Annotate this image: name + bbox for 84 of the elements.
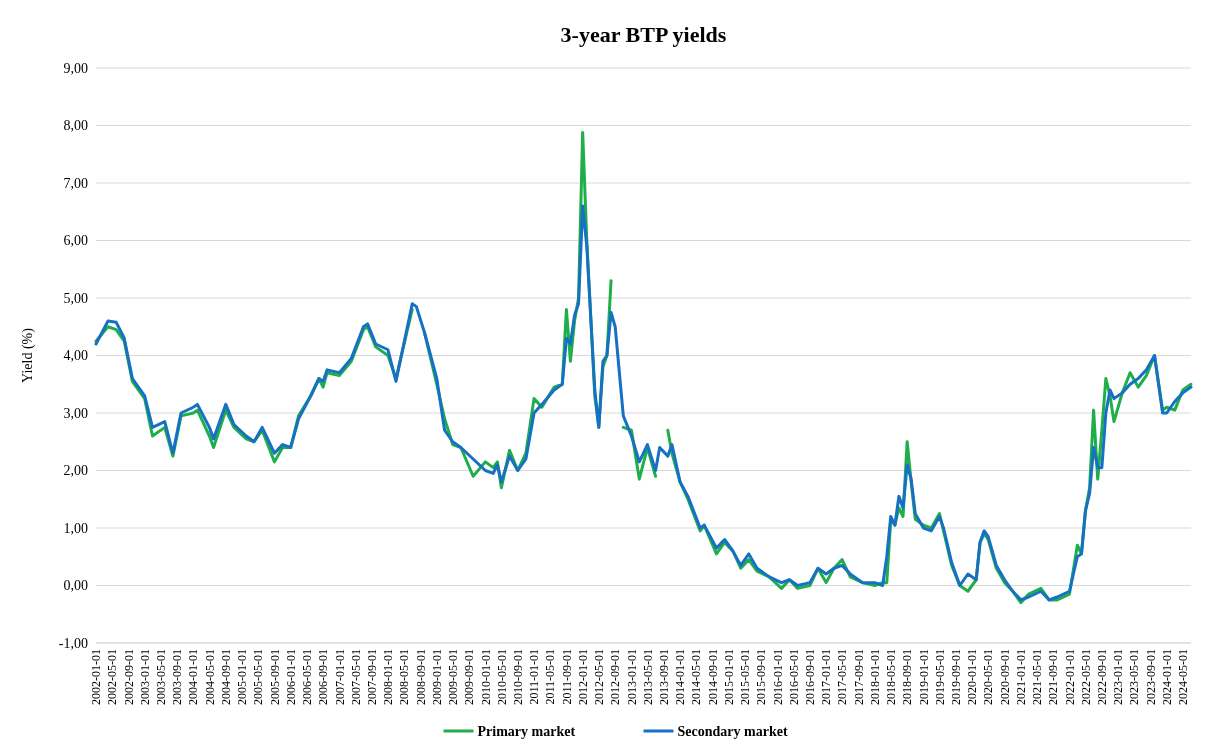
x-tick-label: 2009-09-01 bbox=[462, 649, 477, 705]
x-tick-label: 2017-05-01 bbox=[835, 649, 850, 705]
legend-label: Secondary market bbox=[677, 723, 788, 739]
y-tick-label: 7,00 bbox=[63, 175, 88, 191]
x-tick-label: 2013-01-01 bbox=[624, 649, 639, 705]
x-tick-label: 2002-09-01 bbox=[121, 649, 136, 705]
x-tick-label: 2021-09-01 bbox=[1046, 649, 1061, 705]
y-tick-label: 8,00 bbox=[63, 118, 88, 134]
x-tick-label: 2012-01-01 bbox=[575, 649, 590, 705]
chart-title: 3-year BTP yields bbox=[560, 22, 727, 47]
x-tick-label: 2011-09-01 bbox=[559, 649, 574, 705]
x-tick-label: 2024-05-01 bbox=[1176, 649, 1191, 705]
x-tick-label: 2014-01-01 bbox=[673, 649, 688, 705]
x-tick-label: 2016-01-01 bbox=[770, 649, 785, 705]
x-tick-label: 2021-05-01 bbox=[1030, 649, 1045, 705]
x-tick-label: 2008-05-01 bbox=[397, 649, 412, 705]
x-tick-label: 2018-01-01 bbox=[867, 649, 882, 705]
x-tick-label: 2024-01-01 bbox=[1159, 649, 1174, 705]
x-tick-label: 2004-01-01 bbox=[186, 649, 201, 705]
x-tick-label: 2007-01-01 bbox=[332, 649, 347, 705]
x-tick-label: 2013-05-01 bbox=[640, 649, 655, 705]
x-tick-label: 2021-01-01 bbox=[1014, 649, 1029, 705]
x-tick-label: 2018-05-01 bbox=[883, 649, 898, 705]
x-tick-label: 2023-09-01 bbox=[1143, 649, 1158, 705]
x-tick-label: 2009-01-01 bbox=[429, 649, 444, 705]
x-tick-label: 2007-09-01 bbox=[364, 649, 379, 705]
x-tick-label: 2019-01-01 bbox=[916, 649, 931, 705]
x-tick-label: 2010-09-01 bbox=[510, 649, 525, 705]
x-tick-label: 2019-05-01 bbox=[932, 649, 947, 705]
x-tick-label: 2005-09-01 bbox=[267, 649, 282, 705]
x-tick-label: 2015-05-01 bbox=[737, 649, 752, 705]
x-tick-label: 2017-09-01 bbox=[851, 649, 866, 705]
y-tick-label: 1,00 bbox=[63, 520, 88, 536]
y-tick-label: 5,00 bbox=[63, 290, 88, 306]
x-tick-label: 2022-01-01 bbox=[1062, 649, 1077, 705]
y-tick-label: 2,00 bbox=[63, 463, 88, 479]
x-tick-label: 2007-05-01 bbox=[348, 649, 363, 705]
y-axis-title: Yield (%) bbox=[20, 327, 36, 383]
x-tick-label: 2010-01-01 bbox=[478, 649, 493, 705]
x-tick-label: 2002-01-01 bbox=[89, 649, 104, 705]
y-tick-label: 4,00 bbox=[63, 348, 88, 364]
y-tick-label: 0,00 bbox=[63, 578, 88, 594]
x-tick-label: 2012-09-01 bbox=[608, 649, 623, 705]
x-tick-label: 2022-05-01 bbox=[1078, 649, 1093, 705]
x-tick-label: 2011-05-01 bbox=[543, 649, 558, 705]
x-tick-label: 2005-01-01 bbox=[235, 649, 250, 705]
x-tick-label: 2013-09-01 bbox=[657, 649, 672, 705]
x-tick-label: 2011-01-01 bbox=[527, 649, 542, 705]
x-tick-label: 2010-05-01 bbox=[494, 649, 509, 705]
y-tick-label: 9,00 bbox=[63, 60, 88, 76]
x-tick-label: 2008-01-01 bbox=[381, 649, 396, 705]
x-tick-label: 2022-09-01 bbox=[1095, 649, 1110, 705]
x-tick-label: 2020-09-01 bbox=[997, 649, 1012, 705]
x-tick-label: 2016-09-01 bbox=[803, 649, 818, 705]
x-tick-label: 2020-01-01 bbox=[965, 649, 980, 705]
x-tick-label: 2012-05-01 bbox=[591, 649, 606, 705]
x-tick-label: 2015-01-01 bbox=[721, 649, 736, 705]
x-tick-label: 2002-05-01 bbox=[105, 649, 120, 705]
legend-label: Primary market bbox=[477, 723, 576, 739]
x-tick-label: 2020-05-01 bbox=[981, 649, 996, 705]
x-tick-label: 2016-05-01 bbox=[786, 649, 801, 705]
x-tick-label: 2003-05-01 bbox=[153, 649, 168, 705]
x-tick-label: 2014-09-01 bbox=[705, 649, 720, 705]
x-tick-label: 2023-05-01 bbox=[1127, 649, 1142, 705]
x-tick-label: 2015-09-01 bbox=[754, 649, 769, 705]
x-tick-label: 2003-09-01 bbox=[170, 649, 185, 705]
x-tick-label: 2004-09-01 bbox=[219, 649, 233, 705]
x-tick-label: 2023-01-01 bbox=[1111, 649, 1126, 705]
x-tick-label: 2005-05-01 bbox=[251, 649, 266, 705]
x-tick-label: 2003-01-01 bbox=[137, 649, 152, 705]
x-tick-label: 2006-09-01 bbox=[316, 649, 331, 705]
x-tick-label: 2008-09-01 bbox=[413, 649, 428, 705]
x-tick-label: 2006-05-01 bbox=[299, 649, 314, 705]
y-tick-label: 3,00 bbox=[63, 405, 88, 421]
x-tick-label: 2014-05-01 bbox=[689, 649, 704, 705]
x-tick-label: 2017-01-01 bbox=[819, 649, 834, 705]
x-tick-label: 2006-01-01 bbox=[283, 649, 298, 705]
x-tick-label: 2004-05-01 bbox=[202, 649, 217, 705]
y-tick-label: 6,00 bbox=[63, 233, 88, 249]
y-tick-label: -1,00 bbox=[58, 635, 88, 651]
x-tick-label: 2018-09-01 bbox=[900, 649, 915, 705]
x-tick-label: 2009-05-01 bbox=[445, 649, 460, 705]
x-tick-label: 2019-09-01 bbox=[949, 649, 963, 705]
line-series bbox=[94, 204, 1193, 602]
